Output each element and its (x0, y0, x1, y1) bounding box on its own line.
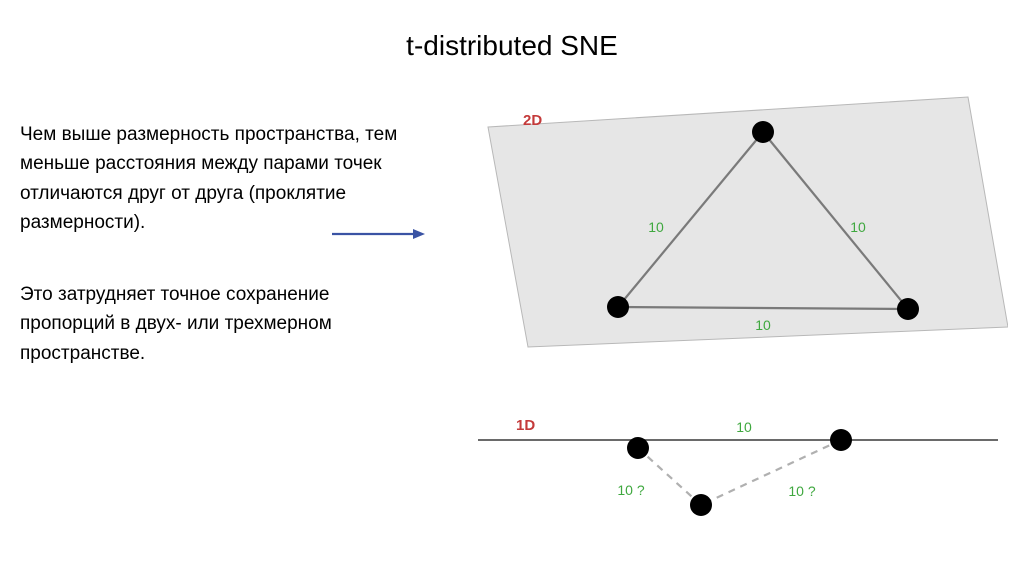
svg-text:10: 10 (850, 219, 866, 235)
svg-text:10: 10 (648, 219, 664, 235)
svg-text:10 ?: 10 ? (617, 482, 644, 498)
diagram-2d: 2D 10 10 10 (468, 87, 1008, 353)
slide-title: t-distributed SNE (0, 30, 1024, 62)
svg-text:10: 10 (736, 419, 752, 435)
svg-text:10: 10 (755, 317, 771, 333)
arrow-icon (330, 224, 440, 244)
svg-text:1D: 1D (516, 417, 535, 434)
paragraph-2: Это затрудняет точное сохранение пропорц… (20, 280, 410, 368)
diagram-1d: 1D 10 10 ? 10 ? (468, 400, 1008, 550)
paragraph-1: Чем выше размерность пространства, тем м… (20, 120, 410, 238)
svg-text:2D: 2D (523, 112, 542, 129)
svg-text:10 ?: 10 ? (788, 483, 815, 499)
